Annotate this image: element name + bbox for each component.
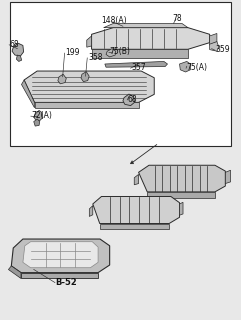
Text: 148(A): 148(A) [102,16,127,25]
Text: 199: 199 [65,48,80,57]
Polygon shape [34,110,43,121]
Text: 78: 78 [172,14,182,23]
Text: 75(A): 75(A) [187,63,208,72]
Text: 72(A): 72(A) [31,111,52,120]
Polygon shape [105,61,167,67]
Polygon shape [225,170,231,184]
Polygon shape [87,36,92,47]
Polygon shape [134,174,139,185]
Polygon shape [58,74,66,84]
Polygon shape [106,49,116,57]
Polygon shape [24,71,154,102]
Polygon shape [92,28,210,49]
Bar [10,2,231,146]
Text: 357: 357 [131,63,146,72]
Polygon shape [180,202,183,215]
Polygon shape [210,34,217,45]
Polygon shape [23,242,98,268]
Polygon shape [89,206,93,216]
Polygon shape [123,94,134,106]
Text: 68: 68 [10,40,19,49]
Polygon shape [130,161,134,164]
Text: B-52: B-52 [55,278,77,287]
Text: 75(B): 75(B) [110,47,131,56]
Polygon shape [93,196,180,224]
Text: 359: 359 [216,45,230,54]
Polygon shape [139,165,225,192]
Polygon shape [104,23,188,28]
Polygon shape [100,224,169,229]
Polygon shape [81,72,89,82]
Polygon shape [34,102,139,108]
Polygon shape [11,239,110,273]
Polygon shape [21,273,98,278]
Polygon shape [210,42,219,51]
Polygon shape [147,192,215,198]
Polygon shape [16,55,22,61]
Polygon shape [8,266,21,278]
Polygon shape [92,49,188,58]
Polygon shape [12,43,24,56]
Text: 68: 68 [128,95,137,104]
Polygon shape [34,119,40,126]
Text: 358: 358 [88,53,102,62]
Polygon shape [21,80,34,108]
Polygon shape [180,61,190,72]
